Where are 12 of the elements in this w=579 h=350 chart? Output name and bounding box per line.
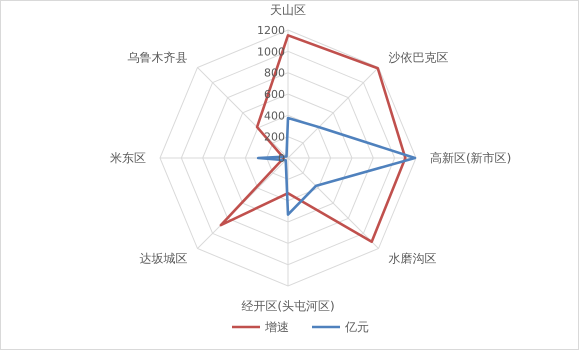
spoke-label: 达坂城区	[140, 251, 188, 266]
spoke-label: 经开区(头屯河区)	[241, 299, 335, 313]
y-tick-label: 400	[264, 109, 285, 122]
y-tick-label: 1200	[257, 24, 285, 37]
spoke-label: 乌鲁木齐县	[128, 50, 188, 65]
spoke-label: 米东区	[110, 151, 146, 165]
spoke-label: 高新区(新市区)	[430, 151, 512, 165]
spoke-label: 水磨沟区	[388, 251, 436, 266]
spoke-label: 天山区	[270, 3, 306, 17]
spoke-label: 沙依巴克区	[388, 50, 448, 65]
legend-label: 亿元	[344, 320, 369, 334]
legend-label: 增速	[264, 320, 289, 334]
